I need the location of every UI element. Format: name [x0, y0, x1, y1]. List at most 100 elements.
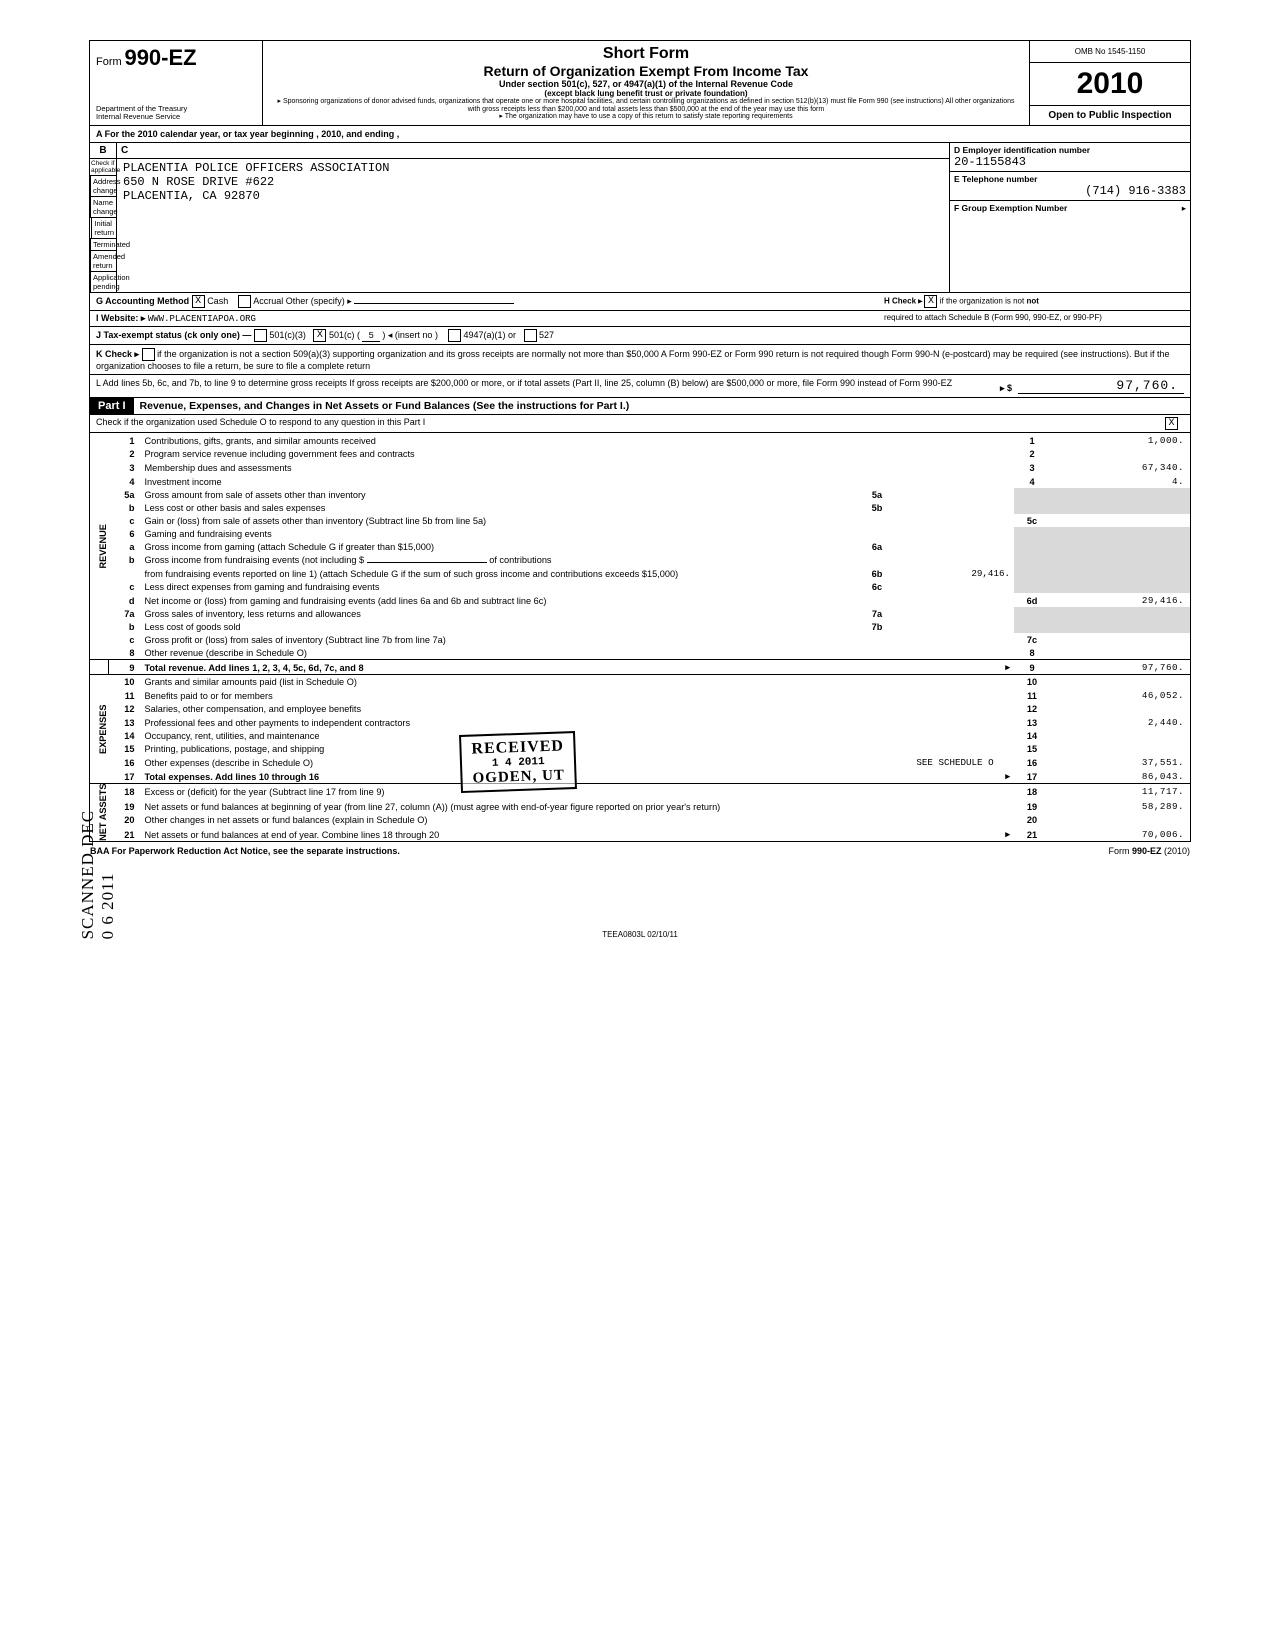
col-b-header: B — [90, 143, 116, 159]
lbl-accrual: Accrual Other (specify) ▸ — [253, 296, 352, 306]
line11-val: 46,052. — [1050, 688, 1190, 702]
line5b-desc: Less cost or other basis and sales expen… — [141, 501, 859, 514]
stamp-received: RECEIVED — [471, 737, 564, 758]
stamp-location: OGDEN, UT — [472, 767, 565, 787]
line6b-desc1: Gross income from fundraising events (no… — [145, 555, 365, 565]
line7b-desc: Less cost of goods sold — [141, 620, 859, 633]
doc-code: TEEA0803L 02/10/11 — [60, 930, 1220, 939]
side-revenue: REVENUE — [90, 433, 108, 660]
chk-k[interactable] — [142, 348, 155, 361]
501c-number: 5 — [362, 331, 379, 342]
lbl-cash: Cash — [207, 296, 228, 306]
line5b-boxval — [896, 501, 1014, 514]
line-a: A For the 2010 calendar year, or tax yea… — [90, 126, 1190, 143]
line7c-val — [1050, 633, 1190, 646]
line6a-desc: Gross income from gaming (attach Schedul… — [141, 540, 859, 553]
line6-desc: Gaming and fundraising events — [141, 527, 1015, 540]
d-label: D Employer identification number — [954, 145, 1186, 155]
line21-arrow: ▸ — [896, 827, 1014, 842]
line13-val: 2,440. — [1050, 715, 1190, 729]
line14-desc: Occupancy, rent, utilities, and maintena… — [141, 729, 1015, 742]
i-website: WWW.PLACENTIAPOA.ORG — [148, 314, 256, 324]
omb-number: OMB No 1545-1150 — [1030, 41, 1190, 63]
part1-tag: Part I — [90, 398, 134, 414]
f-label: F Group Exemption Number — [954, 203, 1067, 214]
chk-h[interactable]: X — [924, 295, 937, 308]
chk-schedo[interactable]: X — [1165, 417, 1178, 430]
line7a-box: 7a — [858, 607, 896, 620]
col-c-header: C — [117, 143, 949, 159]
line11-desc: Benefits paid to or for members — [141, 688, 1015, 702]
footer-left: BAA For Paperwork Reduction Act Notice, … — [90, 846, 400, 856]
k-text: if the organization is not a section 509… — [96, 349, 1170, 371]
side-netassets: NET ASSETS — [90, 784, 108, 842]
form-990ez: Form 990-EZ Department of the Treasury I… — [89, 40, 1191, 842]
k-label: K Check ▸ — [96, 349, 139, 359]
line16-val: 37,551. — [1050, 755, 1190, 769]
fineprint1: ▸ Sponsoring organizations of donor advi… — [271, 98, 1021, 113]
chk-527[interactable] — [524, 329, 537, 342]
line5b-box: 5b — [858, 501, 896, 514]
line10-desc: Grants and similar amounts paid (list in… — [141, 675, 1015, 689]
line8-desc: Other revenue (describe in Schedule O) — [141, 646, 1015, 660]
line19-desc: Net assets or fund balances at beginning… — [141, 799, 1015, 814]
line15-desc: Printing, publications, postage, and shi… — [141, 742, 1015, 755]
line9-arrow: ▸ — [896, 660, 1014, 675]
lbl-501c3: 501(c)(3) — [269, 330, 306, 340]
lbl-name-change: Name change — [91, 197, 120, 217]
chk-accrual[interactable] — [238, 295, 251, 308]
line21-val: 70,006. — [1050, 827, 1190, 842]
line12-desc: Salaries, other compensation, and employ… — [141, 702, 1015, 715]
line10-val — [1050, 675, 1190, 689]
org-name: PLACENTIA POLICE OFFICERS ASSOCIATION — [123, 161, 943, 175]
e-label: E Telephone number — [954, 174, 1186, 184]
chk-501c3[interactable] — [254, 329, 267, 342]
line12-val — [1050, 702, 1190, 715]
received-stamp: RECEIVED 1 4 2011 OGDEN, UT — [459, 731, 577, 793]
line18-val: 11,717. — [1050, 784, 1190, 799]
line5a-desc: Gross amount from sale of assets other t… — [141, 488, 859, 501]
line2-val — [1050, 447, 1190, 460]
subtitle: Under section 501(c), 527, or 4947(a)(1)… — [271, 79, 1021, 89]
line5c-desc: Gain or (loss) from sale of assets other… — [141, 514, 1015, 527]
line20-desc: Other changes in net assets or fund bala… — [141, 813, 1015, 827]
subtitle2: (except black lung benefit trust or priv… — [271, 89, 1021, 98]
chk-cash[interactable]: X — [192, 295, 205, 308]
open-to-public: Open to Public Inspection — [1030, 106, 1190, 125]
line20-val — [1050, 813, 1190, 827]
line6b-desc2: of contributions — [489, 555, 551, 565]
h-text2: required to attach Schedule B (Form 990,… — [884, 313, 1184, 324]
line14-val — [1050, 729, 1190, 742]
line5c-val — [1050, 514, 1190, 527]
line13-desc: Professional fees and other payments to … — [141, 715, 1015, 729]
chk-501c[interactable]: X — [313, 329, 326, 342]
line7c-desc: Gross profit or (loss) from sales of inv… — [141, 633, 1015, 646]
line16-note: SEE SCHEDULE O — [896, 755, 1014, 769]
lbl-527: 527 — [539, 330, 554, 340]
e-phone: (714) 916-3383 — [954, 184, 1186, 198]
line4-desc: Investment income — [141, 474, 1015, 488]
chk-4947[interactable] — [448, 329, 461, 342]
line1-desc: Contributions, gifts, grants, and simila… — [141, 433, 1015, 447]
i-label: I Website: ▸ — [96, 313, 145, 323]
line5a-box: 5a — [858, 488, 896, 501]
part1-table: REVENUE 1Contributions, gifts, grants, a… — [90, 433, 1190, 841]
line3-val: 67,340. — [1050, 460, 1190, 474]
line6b-box: 6b — [858, 566, 896, 580]
tax-year: 2010 — [1030, 63, 1190, 106]
line17-arrow: ▸ — [896, 769, 1014, 784]
h-label: H Check ▸ — [884, 297, 922, 306]
l-gross-receipts: 97,760. — [1018, 378, 1184, 394]
fineprint2: ▸ The organization may have to use a cop… — [271, 113, 1021, 121]
line6b-boxval: 29,416. — [896, 566, 1014, 580]
line4-val: 4. — [1050, 474, 1190, 488]
line6c-desc: Less direct expenses from gaming and fun… — [141, 580, 859, 593]
l-arrow: ▸ $ — [994, 383, 1018, 394]
j-label: J Tax-exempt status (ck only one) — — [96, 330, 251, 340]
line17-val: 86,043. — [1050, 769, 1190, 784]
d-ein: 20-1155843 — [954, 155, 1186, 169]
line5a-boxval — [896, 488, 1014, 501]
org-addr2: PLACENTIA, CA 92870 — [123, 189, 943, 203]
dept-irs: Internal Revenue Service — [96, 113, 256, 121]
lbl-501c-open: 501(c) ( — [329, 330, 360, 340]
